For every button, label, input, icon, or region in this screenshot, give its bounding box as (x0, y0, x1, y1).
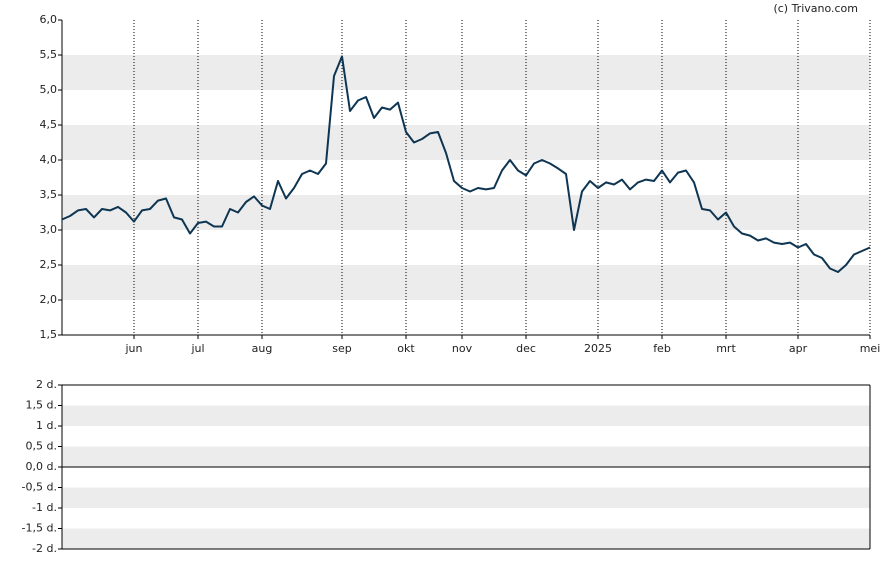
x-tick-label: jul (190, 342, 204, 355)
band (62, 195, 870, 230)
x-tick-label: sep (332, 342, 351, 355)
y-tick-label: 0,5 d. (26, 440, 57, 453)
y-tick-label: -1,5 d. (22, 522, 57, 535)
x-tick-label: mrt (716, 342, 736, 355)
price-line (61, 55, 871, 273)
x-tick-label: feb (653, 342, 671, 355)
band (62, 487, 870, 508)
x-tick-label: nov (452, 342, 473, 355)
x-tick-label: 2025 (584, 342, 612, 355)
y-tick-label: 2 d. (36, 378, 57, 391)
x-tick-label: apr (789, 342, 808, 355)
y-tick-label: 6,0 (40, 13, 58, 26)
y-tick-label: 3,5 (40, 188, 58, 201)
band (62, 125, 870, 160)
y-tick-label: -0,5 d. (22, 481, 57, 494)
y-tick-label: 5,5 (40, 48, 58, 61)
y-tick-label: -2 d. (32, 542, 57, 555)
y-tick-label: 2,5 (40, 258, 58, 271)
band (62, 446, 870, 467)
y-tick-label: 2,0 (40, 293, 58, 306)
y-tick-label: 0,0 d. (26, 460, 57, 473)
x-tick-label: mei (860, 342, 881, 355)
y-tick-label: 4,5 (40, 118, 58, 131)
x-tick-label: okt (397, 342, 415, 355)
x-tick-label: jun (125, 342, 143, 355)
y-tick-label: 1 d. (36, 419, 57, 432)
band (62, 55, 870, 90)
band (62, 265, 870, 300)
y-tick-label: 1,5 (40, 328, 58, 341)
y-tick-label: 3,0 (40, 223, 58, 236)
y-tick-label: 5,0 (40, 83, 58, 96)
band (62, 528, 870, 549)
x-tick-label: aug (252, 342, 273, 355)
watermark: (c) Trivano.com (773, 2, 858, 15)
y-tick-label: -1 d. (32, 501, 57, 514)
y-tick-label: 4,0 (40, 153, 58, 166)
y-tick-label: 1,5 d. (26, 399, 57, 412)
band (62, 405, 870, 426)
x-tick-label: dec (516, 342, 536, 355)
